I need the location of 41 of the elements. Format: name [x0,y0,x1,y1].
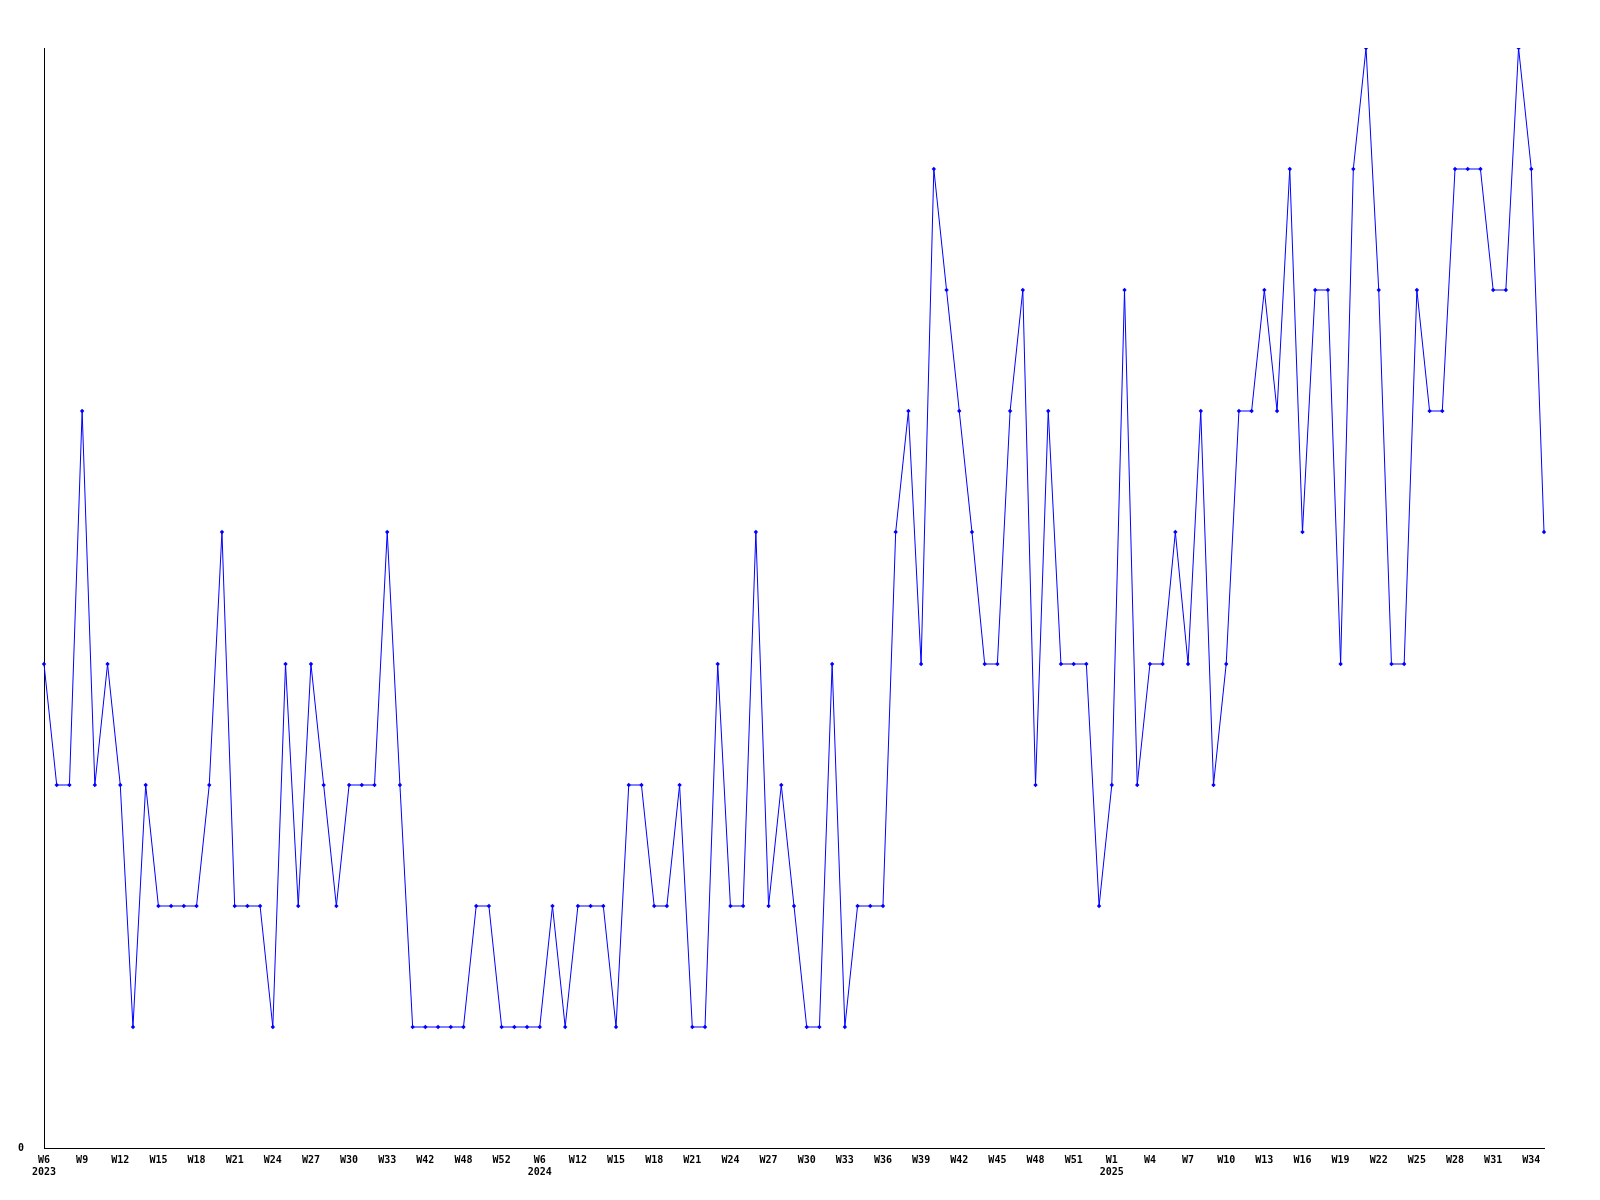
text: 0 [17,1141,24,1153]
x-tick-label: W42 [950,1153,969,1165]
x-tick-label: W1 2025 [1099,1153,1124,1177]
x-tick-label: W34 [1522,1153,1541,1165]
x-tick-label: W6 2023 [31,1153,57,1177]
x-tick-label: W48 [454,1153,473,1165]
x-tick-label: W45 [988,1153,1007,1165]
x-tick-label: W48 [1026,1153,1045,1165]
x-tick-label: W42 [416,1153,435,1165]
x-tick-label: W33 [835,1153,854,1165]
x-tick-label: W24 [263,1153,282,1165]
x-tick-label: W10 [1217,1153,1236,1165]
x-tick-label: W39 [912,1153,931,1165]
x-tick-label: W27 [301,1153,320,1165]
x-tick-label: W21 [683,1153,702,1165]
x-tick-label: W30 [340,1153,359,1165]
x-tick-label: W15 [149,1153,168,1165]
x-tick-label: W24 [721,1153,740,1165]
x-tick-label: W28 [1445,1153,1465,1165]
x-tick-label: W36 [873,1153,893,1165]
x-tick-label: W6 2024 [527,1153,552,1177]
x-tick-label: W7 [1182,1153,1195,1165]
x-tick-label: W33 [378,1153,397,1165]
x-tick-label: W4 [1143,1153,1156,1165]
x-tick-label: W19 [1331,1153,1350,1165]
x-tick-label: W12 [111,1153,130,1165]
x-tick-label: W18 [187,1153,206,1165]
x-tick-label: W15 [607,1153,626,1165]
x-tick-label: W27 [759,1153,778,1165]
x-tick-label: W52 [492,1153,511,1165]
x-tick-label: W9 [76,1153,89,1165]
x-tick-label: W13 [1255,1153,1274,1165]
x-tick-label: W25 [1407,1153,1426,1165]
x-tick-label: W21 [225,1153,244,1165]
x-tick-label: W18 [645,1153,664,1165]
x-tick-label: W16 [1293,1153,1312,1165]
x-tick-label: W22 [1369,1153,1388,1165]
x-tick-label: W31 [1484,1153,1503,1165]
x-tick-label: W51 [1064,1153,1083,1165]
x-tick-label: W12 [568,1153,587,1165]
x-tick-label: W30 [797,1153,816,1165]
